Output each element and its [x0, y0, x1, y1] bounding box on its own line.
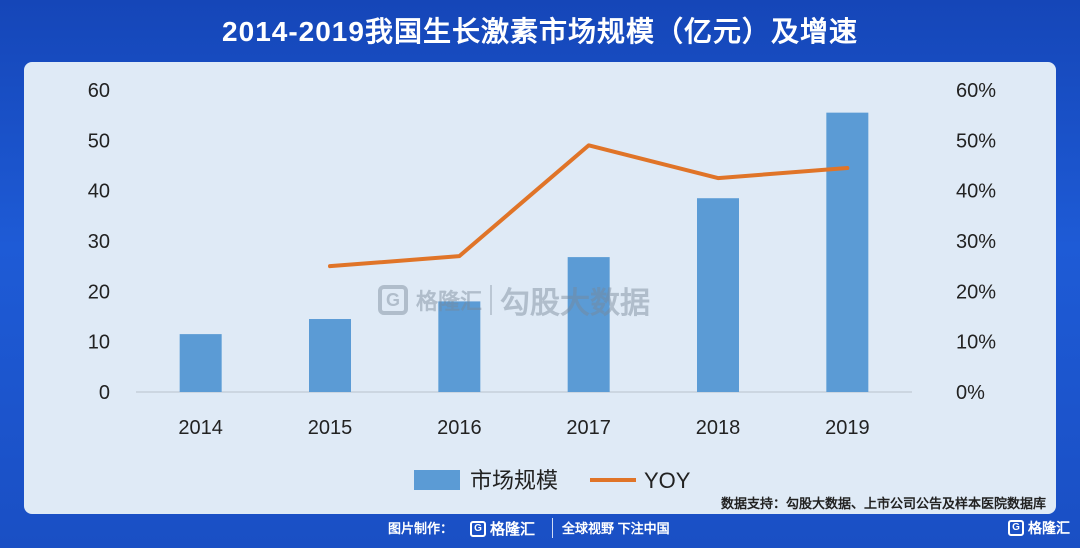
y-right-tick-label: 30% [956, 231, 996, 253]
y-right-tick-label: 0% [956, 382, 985, 404]
y-left-tick-label: 20 [88, 281, 110, 303]
footer: 图片制作： G 格隆汇 全球视野 下注中国 G 格隆汇 [0, 514, 1080, 548]
footer-logo: G 格隆汇 [470, 518, 535, 539]
brand-logo-icon: G [470, 520, 486, 537]
legend-line-label: YOY [644, 468, 691, 493]
y-right-tick-label: 20% [956, 281, 996, 303]
bar [826, 112, 869, 393]
bar [697, 198, 739, 392]
y-left-tick-label: 50 [88, 130, 110, 152]
source-note: 数据支持：勾股大数据、上市公司公告及样本医院数据库 [720, 496, 1046, 511]
footer-logo-right: G 格隆汇 [1008, 518, 1070, 538]
x-tick-label: 2014 [178, 417, 223, 439]
watermark-logo-icon: G [378, 285, 408, 315]
watermark: G 格隆汇 勾股大数据 [378, 278, 650, 322]
y-left-tick-label: 40 [88, 181, 110, 203]
yoy-line [328, 143, 850, 269]
chart-panel: 0 10 20 30 40 50 60 0% 10% 20% 30% 40% 50% 60% 2014 201… [24, 62, 1056, 514]
y-left-tick-label: 10 [88, 332, 110, 354]
y-right-tick-label: 10% [956, 332, 996, 354]
y-right-tick-label: 40% [956, 181, 996, 203]
combo-chart: 0 10 20 30 40 50 60 0% 10% 20% 30% 40% 50% 60% 2014 201… [88, 80, 996, 493]
y-right-tick-label: 60% [956, 80, 996, 102]
bar [438, 301, 481, 392]
bar [179, 334, 222, 392]
footer-credit: 图片制作： [388, 521, 454, 536]
y-left-tick-label: 0 [99, 382, 110, 404]
x-tick-label: 2016 [437, 417, 482, 439]
watermark-divider [490, 285, 493, 315]
y-left-tick-label: 60 [88, 80, 110, 102]
footer-brand: 格隆汇 [490, 521, 536, 538]
chart-title: 2014-2019我国生长激素市场规模（亿元）及增速 [222, 16, 858, 47]
y-right-tick-label: 50% [956, 130, 996, 152]
x-tick-label: 2018 [696, 417, 741, 439]
brand-logo-right-icon: G [1008, 520, 1024, 536]
y-left-tick-label: 30 [88, 231, 110, 253]
legend-bar-label: 市场规模 [470, 468, 558, 493]
bar [567, 257, 610, 392]
x-tick-label: 2017 [566, 417, 611, 439]
watermark-text: 勾股大数据 [500, 287, 651, 320]
bar [309, 319, 351, 392]
footer-divider [552, 518, 553, 538]
footer-slogan: 全球视野 下注中国 [562, 521, 670, 536]
watermark-brand: 格隆汇 [416, 289, 483, 314]
footer-brand-right: 格隆汇 [1028, 520, 1070, 536]
x-tick-label: 2019 [825, 417, 870, 439]
x-tick-label: 2015 [308, 417, 353, 439]
legend-bar-swatch [414, 470, 460, 490]
